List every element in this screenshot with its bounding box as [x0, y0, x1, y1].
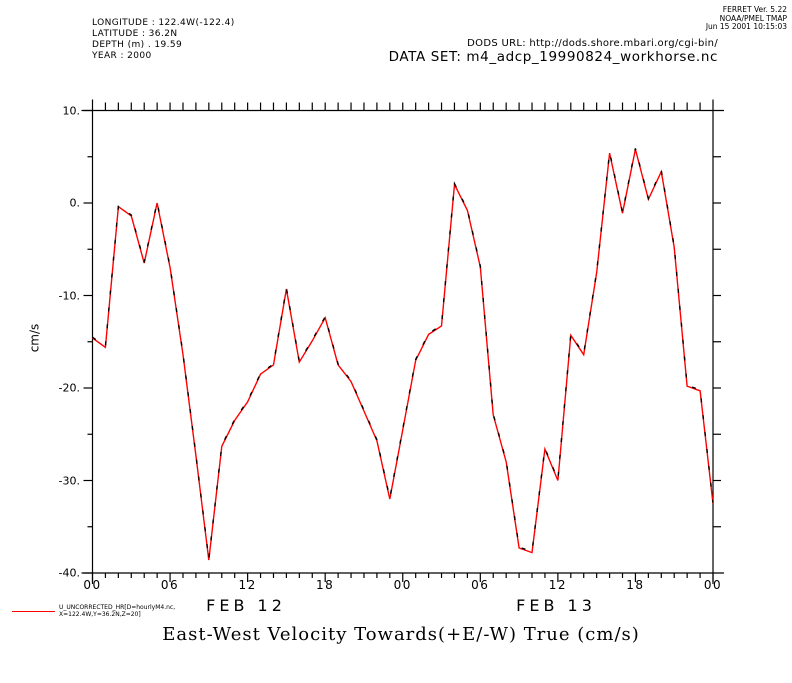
- y-tick-label: -20.: [58, 381, 80, 395]
- ferret-version-block: FERRET Ver. 5.22 NOAA/PMEL TMAP Jun 15 2…: [705, 5, 787, 32]
- data-line-red: [92, 149, 714, 561]
- ferret-version: FERRET Ver. 5.22: [722, 5, 787, 14]
- x-tick-label: 18: [626, 578, 645, 592]
- dataset-metadata-block: LONGITUDE : 122.4W(-122.4) LATITUDE : 36…: [92, 18, 235, 62]
- x-tick-label: 06: [160, 578, 180, 592]
- legend-label: U_UNCORRECTED_HR[D=hourlyM4.nc, X=122.4W…: [59, 604, 175, 618]
- x-tick-label: 00: [83, 578, 102, 592]
- ferret-org: NOAA/PMEL TMAP: [719, 13, 787, 23]
- ferret-timestamp: Jun 15 2001 10:15:03: [705, 22, 787, 31]
- year-label: YEAR : 2000: [92, 51, 152, 61]
- day-label-feb13: FEB 13: [516, 596, 596, 615]
- x-tick-label: 18: [316, 578, 335, 592]
- chart-title: East-West Velocity Towards(+E/-W) True (…: [162, 624, 640, 645]
- legend-line-swatch: [12, 611, 55, 612]
- x-tick-label: 00: [393, 578, 412, 592]
- data-line-black-overlay: [92, 148, 714, 560]
- longitude-label: LONGITUDE : 122.4W(-122.4): [92, 18, 235, 28]
- y-tick-label: 0.: [69, 196, 81, 210]
- legend: U_UNCORRECTED_HR[D=hourlyM4.nc, X=122.4W…: [12, 604, 175, 618]
- latitude-label: LATITUDE : 36.2N: [92, 29, 178, 39]
- y-tick-label: -30.: [58, 474, 80, 487]
- y-tick-label: -10.: [58, 289, 80, 302]
- day-label-feb12: FEB 12: [206, 596, 286, 615]
- x-tick-label: 12: [238, 578, 257, 592]
- legend-label-line1: U_UNCORRECTED_HR[D=hourlyM4.nc,: [59, 604, 176, 611]
- legend-label-line2: X=122.4W,Y=36.2N,Z=20]: [59, 611, 141, 618]
- dataset-name: DATA SET: m4_adcp_19990824_workhorse.nc: [388, 49, 718, 65]
- x-tick-label: 00: [703, 578, 723, 592]
- dods-url: DODS URL: http://dods.shore.mbari.org/cg…: [467, 38, 718, 49]
- y-tick-label: -40.: [58, 566, 80, 580]
- x-tick-label: 12: [548, 578, 568, 592]
- y-tick-label: 10.: [62, 104, 81, 117]
- x-tick-label: 06: [471, 578, 490, 592]
- depth-label: DEPTH (m) . 19.59: [92, 40, 183, 50]
